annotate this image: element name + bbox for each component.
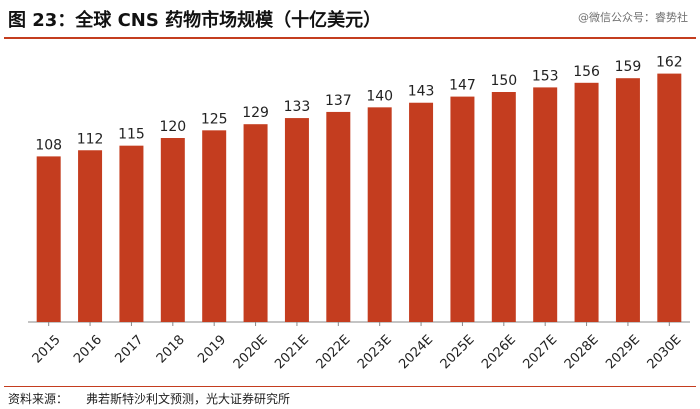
data-label-2023E: 140 bbox=[366, 88, 393, 104]
x-tick-label-2015: 2015 bbox=[30, 332, 64, 366]
bar-2020E bbox=[243, 124, 268, 322]
chart-title: 图 23：全球 CNS 药物市场规模（十亿美元） bbox=[8, 10, 382, 31]
source-note: 资料来源： 弗若斯特沙利文预测，光大证券研究所 bbox=[8, 390, 290, 407]
data-label-2026E: 150 bbox=[490, 73, 517, 89]
bar-2016 bbox=[78, 150, 103, 322]
bar-2023E bbox=[367, 107, 392, 322]
bar-2019 bbox=[202, 130, 227, 322]
x-tick-label-2022E: 2022E bbox=[314, 332, 354, 372]
bar-2025E bbox=[450, 96, 475, 322]
data-label-2019: 125 bbox=[201, 111, 228, 127]
x-tick-label-2030E: 2030E bbox=[645, 332, 685, 372]
source-label: 资料来源： bbox=[8, 392, 69, 406]
bar-2028E bbox=[574, 82, 599, 322]
x-tick-label-2017: 2017 bbox=[112, 332, 146, 366]
bar-2022E bbox=[326, 111, 351, 322]
footer-divider bbox=[4, 386, 696, 387]
x-tick-label-2021E: 2021E bbox=[272, 332, 312, 372]
bar-2027E bbox=[533, 87, 558, 323]
source-text: 弗若斯特沙利文预测，光大证券研究所 bbox=[86, 392, 291, 406]
bar-2030E bbox=[657, 73, 682, 322]
data-label-2017: 115 bbox=[118, 127, 145, 143]
chart-header: 图 23：全球 CNS 药物市场规模（十亿美元） @微信公众号：睿势社 bbox=[0, 0, 700, 38]
data-label-2024E: 143 bbox=[408, 84, 435, 100]
x-tick-label-2028E: 2028E bbox=[562, 332, 602, 372]
x-tick-label-2023E: 2023E bbox=[355, 332, 395, 372]
bar-2018 bbox=[160, 138, 185, 322]
data-label-2029E: 159 bbox=[615, 59, 642, 75]
x-tick-label-2027E: 2027E bbox=[520, 332, 560, 372]
data-label-2021E: 133 bbox=[284, 99, 311, 115]
x-tick-label-2026E: 2026E bbox=[479, 332, 519, 372]
data-label-2015: 108 bbox=[35, 137, 62, 153]
data-label-2022E: 137 bbox=[325, 93, 352, 109]
data-label-2025E: 147 bbox=[449, 78, 476, 94]
bar-2024E bbox=[409, 102, 434, 322]
x-tick-label-2025E: 2025E bbox=[438, 332, 478, 372]
data-label-2018: 120 bbox=[159, 119, 186, 135]
title-divider bbox=[4, 37, 696, 39]
data-label-2028E: 156 bbox=[573, 64, 600, 80]
watermark: @微信公众号：睿势社 bbox=[578, 11, 688, 24]
data-label-2027E: 153 bbox=[532, 68, 559, 84]
x-tick-label-2020E: 2020E bbox=[231, 332, 271, 372]
x-tick-label-2016: 2016 bbox=[71, 332, 105, 366]
bar-chart-svg: 108 2015 112 2016 115 2017 120 2018 125 2019 129 20… bbox=[28, 55, 690, 372]
bar-2021E bbox=[284, 118, 309, 322]
x-tick-label-2019: 2019 bbox=[195, 332, 229, 366]
data-label-2016: 112 bbox=[77, 131, 104, 147]
x-tick-label-2018: 2018 bbox=[154, 332, 188, 366]
bar-2029E bbox=[615, 78, 640, 322]
bar-chart: 108 2015 112 2016 115 2017 120 2018 125 2019 129 20… bbox=[0, 40, 700, 385]
data-label-2020E: 129 bbox=[242, 105, 269, 121]
x-tick-label-2024E: 2024E bbox=[396, 332, 436, 372]
bar-2026E bbox=[491, 92, 516, 322]
bar-2015 bbox=[36, 156, 61, 322]
data-label-2030E: 162 bbox=[656, 55, 683, 71]
x-tick-label-2029E: 2029E bbox=[603, 332, 643, 372]
bar-2017 bbox=[119, 145, 144, 322]
